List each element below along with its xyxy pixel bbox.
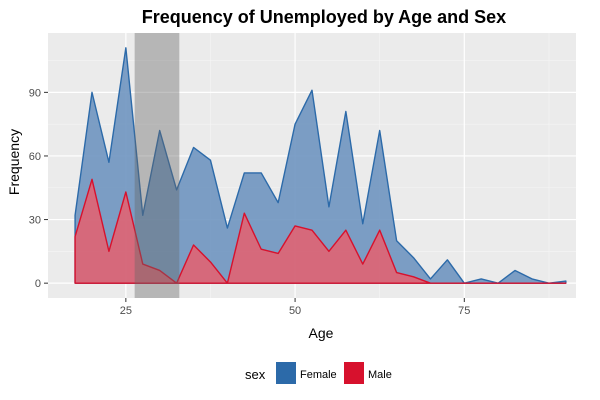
legend-title: sex (245, 367, 266, 382)
y-tick-label: 30 (29, 215, 41, 227)
x-tick-label: 25 (120, 305, 132, 317)
x-tick-label: 75 (458, 305, 470, 317)
x-axis-title: Age (309, 325, 334, 341)
highlight-band (134, 33, 180, 298)
x-tick-label: 50 (289, 305, 301, 317)
legend-key-female (276, 362, 296, 384)
legend-key-male (344, 362, 364, 384)
y-tick-label: 90 (29, 87, 41, 99)
series-layer (74, 47, 567, 284)
y-axis: 0 30 60 90 (29, 87, 48, 290)
legend-label-male: Male (368, 369, 392, 381)
legend: sex Female Male (245, 362, 392, 384)
legend-label-female: Female (300, 369, 337, 381)
area-series-male (74, 178, 567, 284)
y-tick-label: 0 (35, 278, 41, 290)
y-tick-label: 60 (29, 151, 41, 163)
y-axis-title: Frequency (6, 129, 22, 195)
chart-title: Frequency of Unemployed by Age and Sex (142, 7, 506, 27)
x-axis: 25 50 75 (120, 298, 470, 317)
